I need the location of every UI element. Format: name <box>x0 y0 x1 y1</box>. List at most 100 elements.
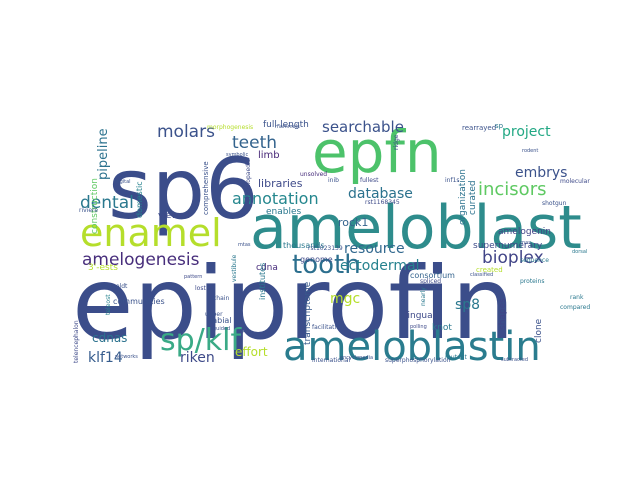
word-sp6: sp6 <box>108 140 259 238</box>
cloud-background <box>71 112 577 365</box>
word-proteins: proteins <box>520 278 544 285</box>
word-searchable: searchable <box>322 118 404 136</box>
word-encyclopaedic: encyclopaedic <box>245 159 252 202</box>
word-teleost: teleost <box>105 294 112 315</box>
word-ridge: ridge <box>393 134 400 150</box>
word-rnas: rnas <box>520 240 531 246</box>
word-vestibule: vestibule <box>231 254 238 282</box>
word-epiprofin: epiprofin <box>72 245 515 362</box>
word-telencephalon: telencephalon <box>73 320 80 363</box>
word-lost: lost <box>195 285 206 292</box>
word-spliced: spliced <box>420 278 441 285</box>
word-subtracted: subtracted <box>501 357 528 363</box>
word-viewed: viewed <box>158 211 190 221</box>
word-mgc: mgc <box>330 291 360 307</box>
word-incisors: incisors <box>478 179 546 200</box>
word-facilitation: facilitation <box>312 324 344 331</box>
word-construction: construction <box>90 178 100 234</box>
word-dental: dental <box>80 193 134 213</box>
word-unsolved: unsolved <box>300 171 327 178</box>
word-upper: upper <box>205 311 223 318</box>
word-sequence: sequence <box>520 257 549 264</box>
word-pipeline: pipeline <box>96 128 111 180</box>
word-comprehensive: comprehensive <box>202 161 210 215</box>
word-inf1s: inf1s <box>445 177 460 184</box>
word-organization: organization <box>458 169 468 225</box>
word-dorsal: dorsal <box>572 249 587 255</box>
word-lingual: lingual <box>405 311 435 321</box>
word-compared: compared <box>560 304 590 311</box>
word-labial: labial <box>210 316 232 325</box>
word-rock1: rock1 <box>338 216 368 229</box>
word-mtas: mtas <box>238 242 251 248</box>
word-rst1168345: rst1168345 <box>365 199 400 206</box>
word-rst1023139: rst1023139 <box>308 245 343 252</box>
word-sp-klf: sp/klf <box>160 323 242 358</box>
word-mammals: mammals <box>275 124 300 130</box>
word-riken: riken <box>180 350 215 366</box>
word-symbolic: symbolic <box>226 152 248 158</box>
word-limb: limb <box>258 150 280 161</box>
word-amelogenesis: amelogenesis <box>82 250 200 270</box>
word-pattern: pattern <box>184 274 202 280</box>
word-libraries: libraries <box>258 177 303 190</box>
word-thousands: thousands <box>283 241 325 250</box>
word-genome: genome <box>300 255 333 264</box>
word-fullest: fullest <box>360 177 379 184</box>
word-consortium: consortium <box>410 271 455 280</box>
word-ameloblastin: ameloblastin <box>283 324 541 370</box>
word-domestic: domestic <box>135 181 144 218</box>
word-bioplex: bioplex <box>482 248 544 268</box>
word-shapes: shapes <box>498 298 508 330</box>
word-amelogenin: amelogenin <box>498 227 551 237</box>
word-curated: curated <box>468 180 478 215</box>
word-institutes: institutes <box>258 263 267 300</box>
word-ameloblast: ameloblast <box>250 193 582 263</box>
word-annotation: annotation <box>232 189 319 208</box>
word-guided: guided <box>213 326 230 332</box>
word-project: project <box>502 124 551 140</box>
word-enables: enables <box>266 207 302 217</box>
word-digital: digital <box>115 179 131 185</box>
word-classified: classified <box>470 272 493 278</box>
word-gap: gap <box>236 328 245 334</box>
word-morphogenesis: morphogenesis <box>207 124 253 131</box>
word-transcriptome: transcriptome <box>303 281 313 345</box>
word-encyclopedia: encyclopedia <box>340 355 373 361</box>
word-3-ests: 3'-ests <box>88 263 118 273</box>
word-molecular: molecular <box>560 178 590 185</box>
word-cdnas: cdnas <box>92 331 127 345</box>
word-sp: sp <box>495 122 504 130</box>
word-tooth: tooth <box>292 250 361 280</box>
word-superphosphorylation: superphosphorylation <box>385 357 451 364</box>
word-teeth: teeth <box>232 133 277 153</box>
word-created: created <box>476 266 503 274</box>
word-networks: networks <box>115 354 138 360</box>
word-cdna: cdna <box>256 263 278 273</box>
word-enamel: enamel <box>80 211 222 255</box>
word-chain: chain <box>213 295 229 302</box>
word-ectodermal: ectodermal <box>340 258 419 274</box>
word-knot: knot <box>432 323 452 333</box>
word-nearly: nearly <box>420 287 427 306</box>
word-riviere: riviere <box>79 207 98 214</box>
word-mutant: mutant <box>445 354 467 361</box>
word-embrys: embrys <box>515 165 567 181</box>
word-epfn: epfn <box>312 118 442 186</box>
word-shotgun: shotgun <box>542 200 567 207</box>
word-sp8: sp8 <box>455 297 480 313</box>
word-effort: effort <box>235 345 268 359</box>
word-hertveldt: hertveldt <box>100 283 128 290</box>
word-database: database <box>348 186 413 202</box>
word-inib: inib <box>328 177 339 184</box>
word-molars: molars <box>157 122 215 142</box>
word-supernumerary: supernumerary <box>473 241 543 251</box>
word-rearrayed: rearrayed <box>462 124 496 132</box>
word-international: international <box>312 357 351 364</box>
word-resource: resource <box>344 241 405 257</box>
word-communities: communities <box>113 297 165 306</box>
word-clone: clone <box>534 318 544 343</box>
word-klf14: klf14 <box>88 350 123 366</box>
word-rank: rank <box>570 294 584 301</box>
